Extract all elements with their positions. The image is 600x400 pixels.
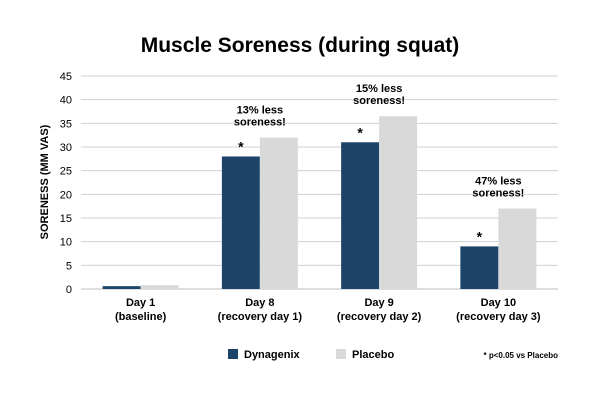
labels: 0 5 10 15 20 25 30 35 40 45 Day 1 (baseline) Day 8 (r…: [60, 71, 541, 323]
significance-marker: *: [238, 138, 244, 154]
x-tick-label: Day 1: [126, 297, 155, 309]
annotation-text: soreness!: [234, 117, 286, 129]
x-tick-label: Day 8: [245, 297, 274, 309]
bar-placebo-3: [379, 116, 418, 289]
x-tick-label: (recovery day 2): [337, 311, 422, 323]
legend-label-placebo: Placebo: [352, 349, 394, 361]
annotation-text: 13% less: [237, 105, 283, 117]
y-tick-label: 10: [60, 237, 72, 249]
bar-placebo-2: [259, 137, 298, 289]
bar-dynagenix-1: [102, 286, 141, 289]
y-axis-label: SORENESS (MM VAS): [39, 124, 51, 239]
bar-dynagenix-3: [341, 142, 380, 289]
x-tick-label: (baseline): [115, 311, 167, 323]
x-tick-label: Day 9: [364, 297, 393, 309]
y-tick-label: 15: [60, 213, 72, 225]
annotation-text: 15% less: [356, 83, 402, 95]
significance-marker: *: [477, 228, 483, 244]
legend-swatch-dynagenix: [228, 349, 238, 359]
bars: [102, 116, 537, 289]
y-tick-label: 35: [60, 118, 72, 130]
y-tick-label: 30: [60, 142, 72, 154]
bar-dynagenix-2: [221, 156, 260, 289]
annotation-text: 47% less: [475, 176, 521, 188]
bar-dynagenix-4: [460, 246, 499, 289]
y-tick-label: 25: [60, 166, 72, 178]
y-tick-label: 20: [60, 189, 72, 201]
x-tick-label: Day 10: [481, 297, 516, 309]
y-tick-label: 40: [60, 95, 72, 107]
x-tick-label: (recovery day 3): [456, 311, 541, 323]
x-tick-label: (recovery day 1): [218, 311, 303, 323]
annotation-text: soreness!: [353, 95, 405, 107]
bar-placebo-1: [140, 285, 179, 289]
annotation-text: soreness!: [472, 188, 524, 200]
y-tick-label: 0: [66, 284, 72, 296]
legend-swatch-placebo: [336, 349, 346, 359]
y-tick-label: 5: [66, 260, 72, 272]
legend-label-dynagenix: Dynagenix: [244, 349, 301, 361]
footnote: * p<0.05 vs Placebo: [484, 351, 559, 360]
significance-marker: *: [357, 124, 363, 140]
legend: Dynagenix Placebo: [228, 349, 394, 361]
bar-placebo-4: [498, 208, 537, 289]
chart-title: Muscle Soreness (during squat): [141, 34, 460, 57]
y-tick-label: 45: [60, 71, 72, 83]
